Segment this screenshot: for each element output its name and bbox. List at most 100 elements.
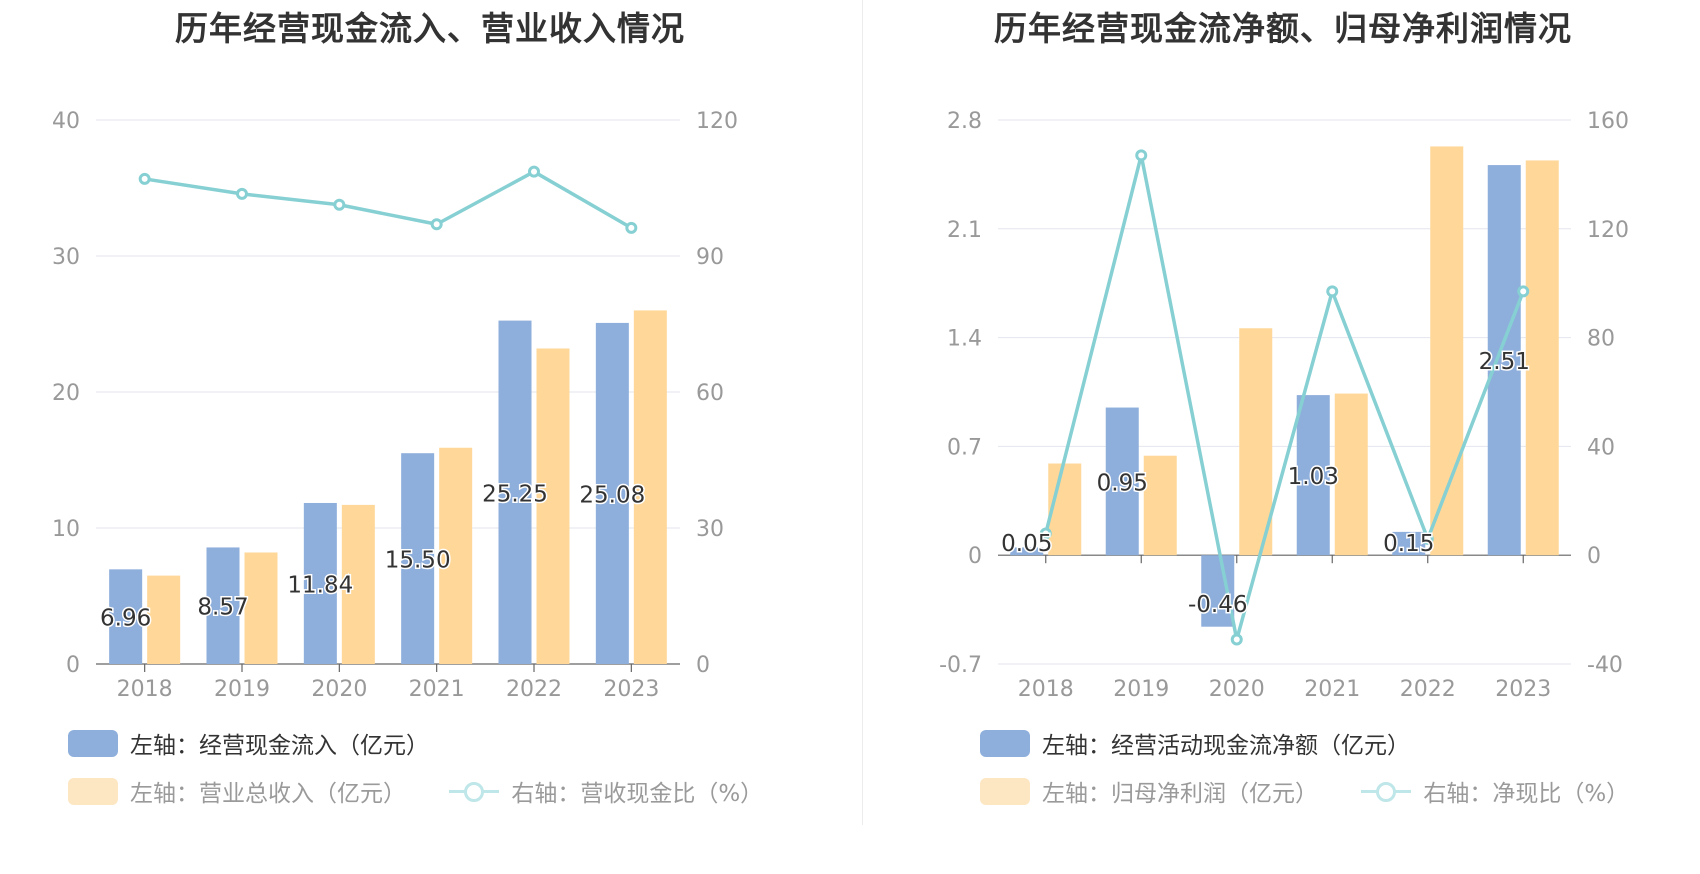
- bar-data-label: 25.08: [579, 482, 645, 508]
- line-point: [1135, 149, 1148, 162]
- bar-series-2: [1239, 328, 1273, 556]
- y-right-tick-label: 160: [1587, 109, 1629, 134]
- legend-swatch-bar2: [68, 777, 118, 805]
- bar-series-1: [1296, 395, 1330, 556]
- x-tick-label: 2020: [1209, 677, 1265, 700]
- legend-item-bar1[interactable]: 左轴：经营活动现金流净额（亿元）: [980, 726, 1410, 760]
- y-left-tick-label: 0.7: [947, 435, 982, 460]
- x-tick-label: 2022: [1400, 677, 1456, 700]
- y-right-tick-label: 0: [1587, 544, 1601, 569]
- legend-item-bar2[interactable]: 左轴：营业总收入（亿元）: [68, 774, 406, 808]
- y-right-tick-label: -40: [1587, 653, 1623, 678]
- bar-series-2: [147, 575, 181, 664]
- bar-data-label: 0.15: [1383, 531, 1434, 557]
- bar-data-label: 6.96: [100, 606, 151, 632]
- bar-series-2: [439, 447, 473, 664]
- legend-swatch-line: [449, 778, 500, 805]
- bar-data-label: 15.50: [385, 548, 451, 574]
- legend-swatch-bar1: [68, 729, 118, 757]
- legend-label: 左轴：归母净利润（亿元）: [1042, 781, 1318, 807]
- bar-series-1: [1010, 547, 1044, 556]
- chart-title: 历年经营现金流净额、归母净利润情况: [994, 9, 1572, 48]
- legend-row-2: 左轴：营业总收入（亿元） 右轴：营收现金比（%）: [68, 774, 799, 811]
- bar-data-label: 1.03: [1288, 464, 1339, 490]
- y-right-tick-label: 60: [696, 381, 724, 406]
- bar-series-1: [303, 502, 337, 664]
- legend-item-bar1[interactable]: 左轴：经营现金流入（亿元）: [68, 726, 429, 760]
- y-left-tick-label: 0: [66, 653, 80, 678]
- line-point: [625, 221, 638, 234]
- panel-divider: [862, 0, 863, 825]
- line-point: [1421, 532, 1434, 545]
- chart-canvas: -0.7 0 0.7 1.4 2.1 2.8 -40 0 40 80 120 160 2018 2019 2…: [939, 109, 1629, 700]
- y-right-tick-label: 40: [1587, 435, 1615, 460]
- legend-row-1: 左轴：经营活动现金流净额（亿元）: [980, 726, 1446, 763]
- bar-series-1: [109, 569, 143, 664]
- y-left-tick-label: 40: [52, 109, 80, 134]
- bar-series-2: [244, 552, 278, 664]
- y-right-tick-label: 30: [696, 517, 724, 542]
- y-left-tick-label: 30: [52, 245, 80, 270]
- x-tick-label: 2023: [1495, 677, 1551, 700]
- x-tick-label: 2018: [117, 677, 173, 700]
- line-point: [138, 172, 151, 185]
- legend-label: 右轴：净现比（%）: [1423, 781, 1630, 807]
- chart-canvas: 0 10 20 30 40 0 30 60 90 120 2018 2019 2020 2021 2022 2…: [52, 109, 738, 700]
- legend-item-bar2[interactable]: 左轴：归母净利润（亿元）: [980, 774, 1318, 808]
- line-series: [1044, 153, 1525, 642]
- y-left-tick-label: 10: [52, 517, 80, 542]
- line-point: [1039, 527, 1052, 540]
- x-tick-label: 2018: [1018, 677, 1074, 700]
- bar-series-2: [1334, 393, 1368, 556]
- legend-label: 左轴：经营活动现金流净额（亿元）: [1042, 733, 1410, 759]
- x-tick-label: 2019: [214, 677, 270, 700]
- bar-data-label: -0.46: [1188, 592, 1248, 618]
- bar-series-2: [1048, 463, 1082, 556]
- bar-series-1: [498, 320, 532, 664]
- legend-item-line[interactable]: 右轴：净现比（%）: [1361, 774, 1629, 808]
- bar-data-label: 8.57: [197, 595, 248, 621]
- line-point: [333, 198, 346, 211]
- y-left-tick-label: 2.8: [947, 109, 982, 134]
- line-series: [144, 169, 633, 230]
- line-point: [1517, 285, 1530, 298]
- bar-series-1: [1392, 531, 1426, 556]
- chart-title: 历年经营现金流入、营业收入情况: [175, 9, 685, 48]
- legend-swatch-line: [1361, 778, 1412, 805]
- y-right-tick-label: 0: [696, 653, 710, 678]
- y-right-tick-label: 90: [696, 245, 724, 270]
- bar-series-2: [536, 348, 570, 664]
- y-left-tick-label: 20: [52, 381, 80, 406]
- bar-data-label: 11.84: [287, 572, 353, 598]
- line-point: [236, 187, 248, 200]
- bar-data-label: 2.51: [1479, 349, 1530, 375]
- legend-label: 左轴：营业总收入（亿元）: [130, 781, 406, 807]
- bar-series-1: [1487, 165, 1521, 556]
- line-point: [1326, 285, 1339, 298]
- y-left-tick-label: 1.4: [947, 327, 982, 352]
- bar-series-2: [1143, 455, 1177, 556]
- bar-series-1: [206, 547, 240, 664]
- y-right-tick-label: 80: [1587, 327, 1615, 352]
- legend-label: 左轴：经营现金流入（亿元）: [130, 733, 429, 759]
- x-tick-label: 2020: [311, 677, 367, 700]
- bar-series-1: [1105, 407, 1139, 556]
- x-tick-label: 2021: [1304, 677, 1360, 700]
- y-left-tick-label: 0: [968, 544, 982, 569]
- y-right-tick-label: 120: [1587, 218, 1629, 243]
- y-right-tick-label: 120: [696, 109, 738, 134]
- bar-series-2: [1525, 160, 1559, 556]
- x-tick-label: 2021: [409, 677, 465, 700]
- x-tick-label: 2023: [603, 677, 659, 700]
- legend-item-line[interactable]: 右轴：营收现金比（%）: [449, 774, 763, 808]
- bar-series-2: [633, 310, 667, 664]
- bar-data-label: 0.05: [1001, 531, 1052, 557]
- bar-series-2: [341, 504, 375, 664]
- line-point: [430, 218, 443, 231]
- chart-panel-right: 历年经营现金流净额、归母净利润情况 -0.7 0 0.7 1.4 2.1 2.8 -40 0 4…: [866, 0, 1700, 874]
- y-left-tick-label: -0.7: [939, 653, 982, 678]
- y-left-tick-label: 2.1: [947, 218, 982, 243]
- line-point: [528, 165, 540, 178]
- chart-panel-left: 历年经营现金流入、营业收入情况 0 10 20 30 40 0 30 60 90 120 2018 2…: [52, 9, 799, 811]
- bar-data-label: 0.95: [1097, 470, 1148, 496]
